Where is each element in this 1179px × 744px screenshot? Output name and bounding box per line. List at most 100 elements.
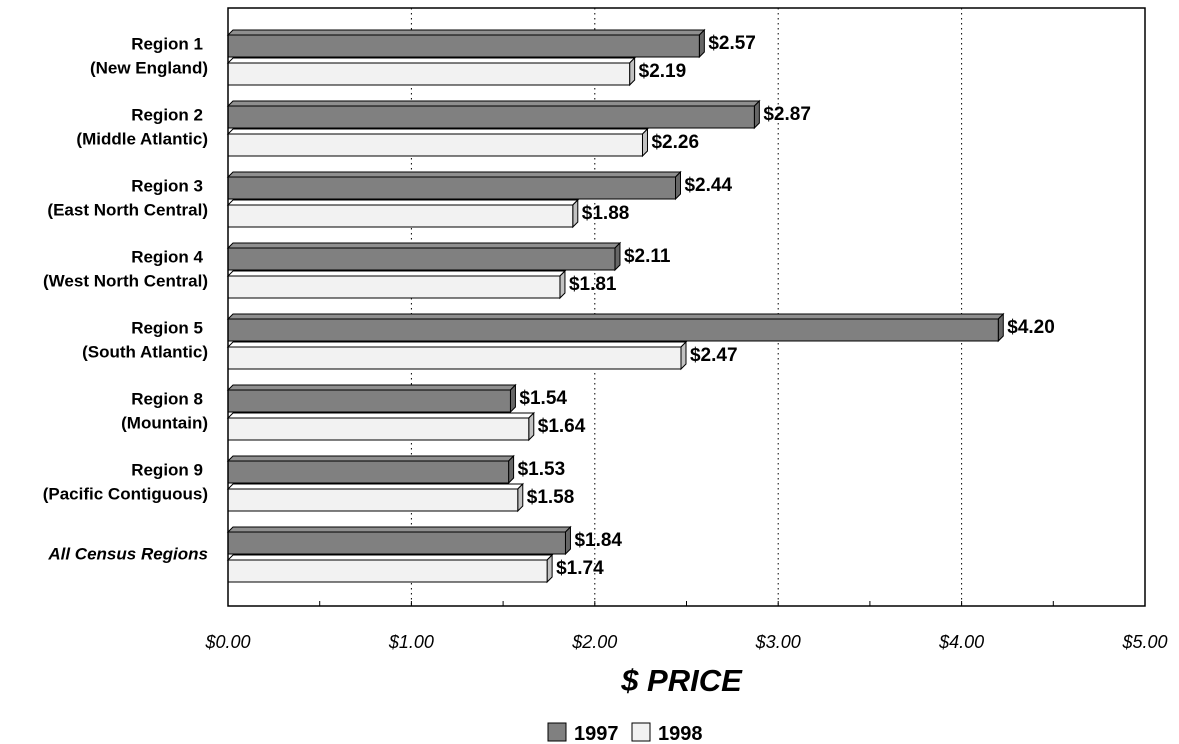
bar-1998-4 [226, 340, 688, 371]
bar-side-face [680, 340, 687, 371]
bar-top-face [226, 29, 706, 36]
bar-top-face [226, 171, 682, 178]
bar-1997-7 [226, 525, 572, 556]
legend: 1997 1998 [547, 722, 703, 744]
bar-1997-6 [226, 454, 515, 485]
bar-1998-5 [226, 411, 535, 442]
category-label-line1: Region 3 [131, 176, 203, 195]
bar-1997-0 [226, 28, 706, 59]
bar-side-face [674, 170, 681, 201]
bar-side-face [509, 383, 516, 414]
bar-side-face [508, 454, 515, 485]
bar-side-face [517, 482, 524, 513]
category-label-line2: (East North Central) [47, 200, 208, 219]
bar-side-face [753, 99, 760, 130]
bar-front-face [227, 133, 643, 157]
bar-front-face [227, 204, 574, 228]
value-label: $2.11 [624, 246, 671, 267]
x-tick-label: $0.00 [204, 632, 250, 652]
bar-1997-1 [226, 99, 761, 130]
value-labels: $2.57 $2.19 $2.87 $2.26 $2.44 $1.88 $2.11 $1.81… [518, 33, 1055, 579]
legend-item-1998: 1998 [631, 722, 703, 744]
x-tick-label: $3.00 [755, 632, 801, 652]
bar-side-face [528, 411, 535, 442]
bar-top-face [226, 313, 1005, 320]
value-label: $2.87 [763, 104, 811, 125]
bar-side-face [614, 241, 621, 272]
category-label-line1: Region 1 [131, 34, 203, 53]
category-label-line2: (West North Central) [43, 271, 208, 290]
value-label: $1.53 [518, 459, 566, 480]
x-axis: $0.00 $1.00 $2.00 $3.00 $4.00 $5.00 [204, 601, 1168, 652]
bar-1998-2 [226, 198, 579, 229]
category-label-line1: Region 4 [131, 247, 203, 266]
value-label: $1.81 [569, 274, 617, 295]
bar-1998-0 [226, 56, 636, 87]
category-label-line2: (New England) [90, 58, 208, 77]
bar-top-face [226, 128, 649, 135]
bar-front-face [227, 346, 682, 370]
x-tick-label: $2.00 [571, 632, 617, 652]
x-tick-label: $4.00 [938, 632, 984, 652]
bar-front-face [227, 34, 700, 58]
value-label: $1.64 [538, 416, 586, 437]
value-label: $2.57 [708, 33, 756, 54]
bar-top-face [226, 455, 515, 462]
bar-front-face [227, 531, 566, 555]
value-label: $1.58 [527, 487, 575, 508]
x-axis-title: $ PRICE [620, 663, 743, 698]
category-labels: Region 1 (New England) Region 2 (Middle Atl… [43, 34, 208, 563]
plot-area-frame [227, 7, 1146, 607]
bar-top-face [226, 341, 688, 348]
value-label: $2.44 [684, 175, 732, 196]
bar-1998-6 [226, 482, 524, 513]
bar-side-face [698, 28, 705, 59]
bar-1998-7 [226, 553, 554, 584]
category-label-line1: Region 8 [131, 389, 203, 408]
bar-1997-4 [226, 312, 1005, 343]
bar-top-face [226, 100, 761, 107]
bar-1997-5 [226, 383, 517, 414]
bar-side-face [564, 525, 571, 556]
bar-front-face [227, 460, 510, 484]
value-label: $2.47 [690, 345, 738, 366]
bar-top-face [226, 57, 636, 64]
bar-top-face [226, 270, 567, 277]
bar-side-face [997, 312, 1004, 343]
legend-item-1997: 1997 [547, 722, 619, 744]
bar-1998-3 [226, 269, 567, 300]
bar-front-face [227, 176, 676, 200]
value-label: $1.84 [574, 530, 622, 551]
bar-1997-3 [226, 241, 622, 272]
value-label: $1.74 [556, 558, 604, 579]
bar-1997-2 [226, 170, 682, 201]
legend-label: 1997 [574, 723, 619, 744]
bar-top-face [226, 384, 517, 391]
legend-label: 1998 [658, 723, 703, 744]
value-label: $4.20 [1007, 317, 1055, 338]
category-label-line1: Region 9 [131, 460, 203, 479]
bar-front-face [227, 559, 548, 583]
category-label-line2: (Mountain) [121, 413, 208, 432]
bar-top-face [226, 526, 572, 533]
bar-top-face [226, 199, 579, 206]
bar-front-face [227, 247, 616, 271]
bar-top-face [226, 554, 554, 561]
value-label: $1.88 [582, 203, 630, 224]
x-tick-label: $5.00 [1121, 632, 1167, 652]
category-label-line1: Region 2 [131, 105, 203, 124]
legend-swatch [631, 722, 651, 742]
bar-top-face [226, 242, 622, 249]
bar-front-face [227, 389, 511, 413]
bar-side-face [572, 198, 579, 229]
bar-front-face [227, 417, 530, 441]
category-label-line2: (Middle Atlantic) [76, 129, 208, 148]
legend-swatch [547, 722, 567, 742]
bar-front-face [227, 488, 519, 512]
bar-top-face [226, 483, 524, 490]
bar-1998-1 [226, 127, 649, 158]
value-label: $2.19 [639, 61, 687, 82]
bar-front-face [227, 62, 631, 86]
bar-side-face [641, 127, 648, 158]
